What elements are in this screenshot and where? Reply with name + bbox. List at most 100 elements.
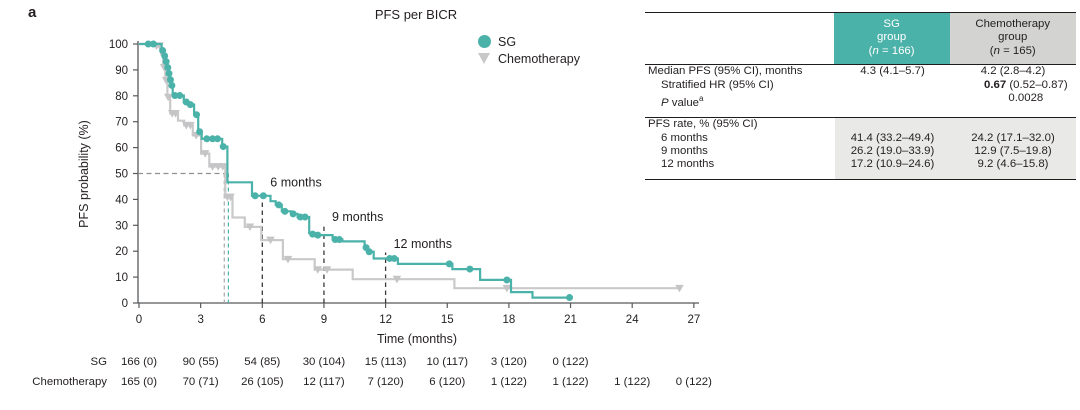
censor-mark-circle (365, 248, 373, 256)
km-curve-sg (139, 40, 574, 302)
stats-value-cell: 24.2 (17.1–32.0) (950, 131, 1076, 146)
risk-value: 90 (55) (182, 356, 219, 368)
risk-value: 30 (104) (302, 356, 346, 368)
chart-text: 0 (136, 314, 142, 326)
stats-row-label: PFS rate, % (95% CI) (648, 118, 758, 131)
risk-value: 26 (105) (241, 376, 284, 388)
stats-table-section: Median PFS (95% CI), months 4.3 (4.1–5.7)… (645, 65, 1076, 117)
chart-text: Time (months) (377, 332, 457, 346)
censor-mark-triangle (208, 163, 217, 171)
chart-text: 3 (197, 314, 203, 326)
censor-mark-circle (314, 231, 322, 239)
censor-mark-circle (176, 92, 184, 100)
censor-mark-circle (193, 111, 201, 119)
group-header-cell: Chemotherapy group (n = 165) (949, 13, 1076, 65)
chart-text: 9 months (332, 210, 383, 224)
stats-span-value: 0.0028 (1008, 92, 1044, 105)
stats-span-value: 0.67 (0.52–0.87) (984, 78, 1068, 91)
chart-text: 6 (259, 314, 265, 326)
risk-value: 70 (71) (182, 376, 219, 388)
risk-value: 1 (122) (552, 376, 589, 388)
chart-text: 24 (626, 314, 639, 326)
stats-table-row: P valuea 0.0028 (645, 92, 1076, 110)
censor-mark-triangle (186, 121, 195, 130)
stats-table-row: 9 months 26.2 (19.0–33.9) 12.9 (7.5–19.8) (645, 145, 1076, 159)
censor-mark-circle (209, 135, 217, 143)
censor-mark-triangle (283, 255, 293, 264)
stats-row-label: Median PFS (95% CI), months (648, 65, 803, 78)
section-spacer (645, 110, 1076, 117)
censor-mark-circle (161, 52, 169, 60)
censor-mark-circle (275, 201, 283, 209)
stats-table-row: Stratified HR (95% CI) 0.67 (0.52–0.87) (645, 79, 1076, 92)
chart-text: 27 (687, 314, 700, 326)
chart-text: 30 (115, 220, 128, 232)
chart-text: 0 (122, 298, 128, 310)
sg-series-marker-icon (477, 35, 491, 48)
censor-mark-circle (259, 192, 267, 200)
legend-label-chemotherapy: Chemotherapy (498, 51, 580, 66)
risk-value: 7 (120) (367, 376, 404, 388)
risk-value: 15 (113) (364, 356, 407, 368)
censor-mark-circle (566, 294, 574, 302)
censor-mark-circle (144, 40, 152, 48)
stats-table-section: PFS rate, % (95% CI) 6 months 41.4 (33.2–4… (645, 117, 1076, 179)
censor-mark-circle (301, 213, 309, 221)
stats-value-cell (950, 118, 1076, 132)
censor-mark-circle (164, 64, 172, 72)
legend-label-sg: SG (498, 34, 517, 49)
censor-mark-triangle (313, 266, 323, 274)
chart-text: 40 (115, 194, 128, 206)
chemotherapy-series-marker-icon (477, 53, 491, 64)
stats-value-cell: 41.4 (33.2–49.4) (835, 131, 950, 146)
chart-text: 12 (379, 314, 392, 326)
stats-table-row: 6 months 41.4 (33.2–49.4) 24.2 (17.1–32.0) (645, 131, 1076, 146)
stats-value-cell: 17.2 (10.9–24.6) (835, 158, 950, 172)
chart-text: 60 (115, 143, 128, 155)
censor-mark-triangle (226, 193, 235, 202)
stats-table-row: Median PFS (95% CI), months 4.3 (4.1–5.7)… (645, 65, 1076, 78)
chart-text: 12 months (394, 237, 452, 251)
censor-mark-circle (149, 40, 157, 48)
censor-mark-triangle (322, 266, 332, 274)
censor-mark-triangle (200, 150, 210, 158)
censor-mark-circle (162, 58, 170, 66)
empty-header-cell (645, 13, 834, 64)
section-spacer (645, 171, 1076, 179)
stats-table-row: 12 months 17.2 (10.9–24.6) 9.2 (4.6–15.8) (645, 158, 1076, 172)
risk-value: 10 (117) (426, 356, 469, 368)
censor-mark-circle (203, 135, 211, 143)
pfs-statistics-table: SG group (n = 166) Chemotherapy group (n = 16… (645, 12, 1076, 180)
stats-value-cell (835, 118, 950, 132)
censor-mark-circle (166, 76, 174, 84)
censor-mark-circle (281, 207, 289, 215)
risk-value: 0 (122) (675, 376, 712, 388)
stats-value-cell: 9.2 (4.6–15.8) (950, 158, 1076, 172)
legend-entry-chemotherapy: Chemotherapy (477, 50, 580, 67)
kaplan-meier-chart: 0 3 6 9 12 15 18 21 24 27 0 10 20 30 40 50 60 70 80 90 100 Ti… (109, 39, 700, 346)
legend-entry-sg: SG (477, 33, 580, 50)
risk-value: 6 (120) (429, 376, 466, 388)
censor-mark-circle (214, 135, 222, 143)
censor-mark-circle (165, 70, 173, 78)
stats-row-label: 9 months (661, 145, 708, 158)
chart-text: 15 (441, 314, 454, 326)
risk-value: 12 (117) (303, 376, 345, 388)
risk-value: 0 (122) (552, 356, 589, 368)
chart-text: 90 (115, 65, 128, 77)
risk-value: 165 (0) (120, 376, 158, 388)
censor-mark-triangle (392, 275, 402, 284)
stats-row-label: 12 months (661, 158, 715, 171)
risk-value: 1 (122) (490, 376, 527, 388)
risk-value: 166 (0) (120, 356, 158, 368)
chart-legend: SG Chemotherapy (477, 33, 580, 67)
stats-value-cell: 12.9 (7.5–19.8) (950, 145, 1076, 159)
censor-mark-circle (251, 192, 259, 200)
landmark-month-lines: 6 months 9 months 12 months (261, 176, 452, 303)
censor-mark-circle (445, 260, 453, 268)
censor-mark-triangle (266, 236, 275, 245)
censor-mark-circle (219, 143, 227, 151)
chart-text: 6 months (270, 176, 321, 190)
stats-row-label: Stratified HR (95% CI) (661, 78, 774, 91)
